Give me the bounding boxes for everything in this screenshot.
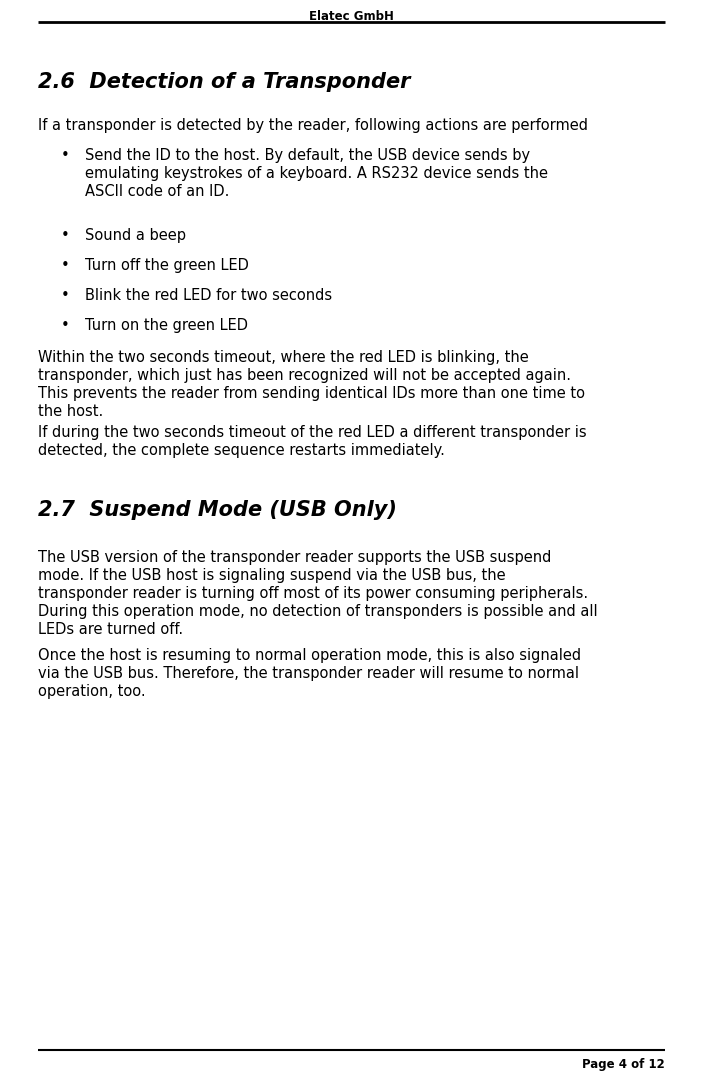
Text: Turn on the green LED: Turn on the green LED (85, 318, 248, 333)
Text: The USB version of the transponder reader supports the USB suspend: The USB version of the transponder reade… (38, 550, 551, 565)
Text: Send the ID to the host. By default, the USB device sends by: Send the ID to the host. By default, the… (85, 148, 530, 163)
Text: If a transponder is detected by the reader, following actions are performed: If a transponder is detected by the read… (38, 118, 588, 133)
Text: •: • (60, 148, 70, 163)
Text: emulating keystrokes of a keyboard. A RS232 device sends the: emulating keystrokes of a keyboard. A RS… (85, 166, 548, 182)
Text: Within the two seconds timeout, where the red LED is blinking, the: Within the two seconds timeout, where th… (38, 350, 529, 365)
Text: Sound a beep: Sound a beep (85, 228, 186, 243)
Text: 2.6  Detection of a Transponder: 2.6 Detection of a Transponder (38, 72, 411, 92)
Text: Turn off the green LED: Turn off the green LED (85, 258, 249, 273)
Text: Page 4 of 12: Page 4 of 12 (582, 1058, 665, 1071)
Text: transponder, which just has been recognized will not be accepted again.: transponder, which just has been recogni… (38, 368, 571, 383)
Text: During this operation mode, no detection of transponders is possible and all: During this operation mode, no detection… (38, 604, 598, 619)
Text: If during the two seconds timeout of the red LED a different transponder is: If during the two seconds timeout of the… (38, 425, 586, 440)
Text: transponder reader is turning off most of its power consuming peripherals.: transponder reader is turning off most o… (38, 586, 588, 601)
Text: mode. If the USB host is signaling suspend via the USB bus, the: mode. If the USB host is signaling suspe… (38, 568, 505, 583)
Text: •: • (60, 228, 70, 243)
Text: •: • (60, 288, 70, 303)
Text: This prevents the reader from sending identical IDs more than one time to: This prevents the reader from sending id… (38, 386, 585, 401)
Text: Blink the red LED for two seconds: Blink the red LED for two seconds (85, 288, 332, 303)
Text: Elatec GmbH: Elatec GmbH (309, 10, 394, 23)
Text: via the USB bus. Therefore, the transponder reader will resume to normal: via the USB bus. Therefore, the transpon… (38, 666, 579, 681)
Text: 2.7  Suspend Mode (USB Only): 2.7 Suspend Mode (USB Only) (38, 500, 397, 520)
Text: •: • (60, 318, 70, 333)
Text: the host.: the host. (38, 404, 103, 419)
Text: LEDs are turned off.: LEDs are turned off. (38, 622, 183, 637)
Text: ASCII code of an ID.: ASCII code of an ID. (85, 184, 229, 199)
Text: detected, the complete sequence restarts immediately.: detected, the complete sequence restarts… (38, 442, 445, 458)
Text: Once the host is resuming to normal operation mode, this is also signaled: Once the host is resuming to normal oper… (38, 648, 581, 663)
Text: •: • (60, 258, 70, 273)
Text: operation, too.: operation, too. (38, 684, 146, 699)
